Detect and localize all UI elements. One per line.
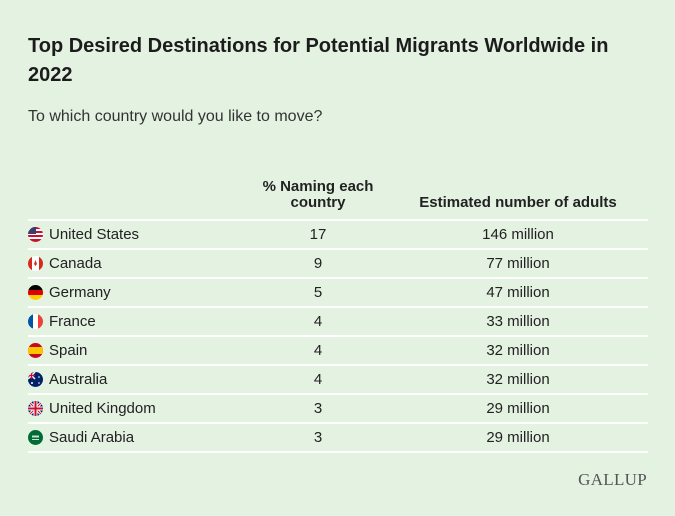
saudi-flag-icon — [28, 430, 43, 445]
header-country — [28, 211, 248, 219]
table-row: Spain 4 32 million — [28, 337, 648, 366]
country-cell: Australia — [28, 371, 248, 388]
data-table: % Naming each country Estimated number o… — [28, 176, 648, 453]
table-row: Canada 9 77 million — [28, 250, 648, 279]
table-header: % Naming each country Estimated number o… — [28, 176, 648, 221]
country-name: Spain — [49, 342, 88, 359]
france-flag-icon — [28, 314, 43, 329]
country-cell: Saudi Arabia — [28, 429, 248, 446]
adults-cell: 77 million — [486, 255, 550, 272]
country-cell: United Kingdom — [28, 400, 248, 417]
country-name: United Kingdom — [49, 400, 156, 417]
percent-cell: 3 — [313, 400, 323, 417]
us-flag-icon — [28, 227, 43, 242]
country-cell: France — [28, 313, 248, 330]
country-name: United States — [49, 226, 140, 243]
percent-cell: 17 — [309, 226, 327, 243]
country-cell: United States — [28, 226, 248, 243]
table-row: Australia 4 32 million — [28, 366, 648, 395]
table-row: United States 17 146 million — [28, 221, 648, 250]
table-row: Saudi Arabia 3 29 million — [28, 424, 648, 453]
percent-cell: 4 — [313, 342, 323, 359]
header-adults: Estimated number of adults — [419, 194, 617, 211]
spain-flag-icon — [28, 343, 43, 358]
country-name: Australia — [49, 371, 108, 388]
adults-cell: 33 million — [486, 313, 550, 330]
country-name: France — [49, 313, 96, 330]
adults-cell: 29 million — [486, 429, 550, 446]
percent-cell: 9 — [313, 255, 323, 272]
adults-cell: 146 million — [482, 226, 554, 243]
canada-flag-icon — [28, 256, 43, 271]
percent-cell: 3 — [313, 429, 323, 446]
table-row: Germany 5 47 million — [28, 279, 648, 308]
percent-cell: 4 — [313, 371, 323, 388]
percent-cell: 4 — [313, 313, 323, 330]
adults-cell: 32 million — [486, 342, 550, 359]
chart-title: Top Desired Destinations for Potential M… — [28, 35, 609, 86]
header-percent: % Naming each country — [262, 178, 374, 211]
table-row: United Kingdom 3 29 million — [28, 395, 648, 424]
germany-flag-icon — [28, 285, 43, 300]
uk-flag-icon — [28, 401, 43, 416]
table-row: France 4 33 million — [28, 308, 648, 337]
adults-cell: 29 million — [486, 400, 550, 417]
australia-flag-icon — [28, 372, 43, 387]
country-name: Canada — [49, 255, 102, 272]
adults-cell: 47 million — [486, 284, 550, 301]
country-name: Germany — [49, 284, 111, 301]
gallup-logo: GALLUP — [578, 470, 647, 489]
percent-cell: 5 — [313, 284, 323, 301]
country-cell: Canada — [28, 255, 248, 272]
country-cell: Spain — [28, 342, 248, 359]
adults-cell: 32 million — [486, 371, 550, 388]
country-name: Saudi Arabia — [49, 429, 135, 446]
chart-subtitle: To which country would you like to move? — [28, 108, 323, 125]
country-cell: Germany — [28, 284, 248, 301]
